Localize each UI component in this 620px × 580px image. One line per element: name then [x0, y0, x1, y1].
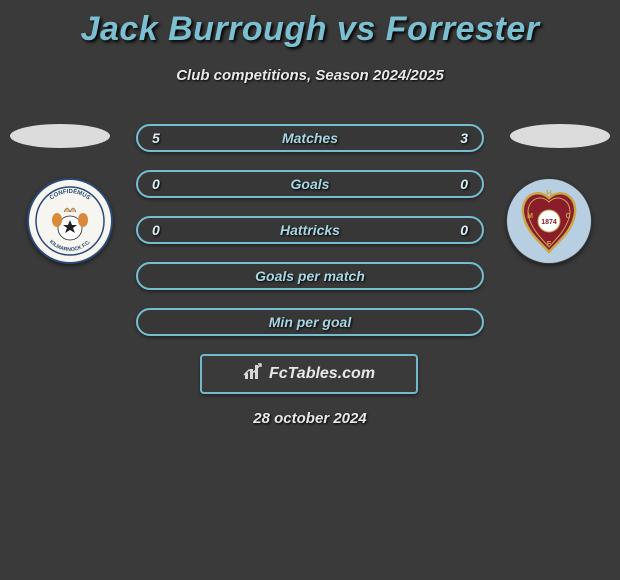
stat-row-matches: 5 Matches 3	[136, 124, 484, 152]
stat-row-mpg: Min per goal	[136, 308, 484, 336]
brand-box[interactable]: FcTables.com	[200, 354, 418, 394]
stat-row-gpm: Goals per match	[136, 262, 484, 290]
stat-row-goals: 0 Goals 0	[136, 170, 484, 198]
page-title: Jack Burrough vs Forrester	[0, 0, 620, 49]
date-label: 28 october 2024	[0, 410, 620, 427]
player-left-ellipse	[10, 124, 110, 148]
hearts-crest-icon: H M C F 1874	[506, 178, 592, 264]
svg-text:1874: 1874	[541, 219, 557, 226]
stat-label: Matches	[282, 130, 338, 146]
team-badge-right: H M C F 1874	[506, 178, 592, 264]
subtitle: Club competitions, Season 2024/2025	[0, 67, 620, 84]
brand-label: FcTables.com	[269, 365, 375, 383]
stat-right-value: 0	[448, 222, 468, 238]
brand-chart-icon	[243, 363, 265, 386]
stat-label: Min per goal	[269, 314, 351, 330]
stat-label: Goals per match	[255, 268, 365, 284]
player-right-ellipse	[510, 124, 610, 148]
stat-left-value: 0	[152, 222, 172, 238]
svg-text:M: M	[527, 213, 533, 220]
svg-text:F: F	[547, 241, 552, 248]
svg-text:C: C	[565, 213, 570, 220]
team-badge-left: CONFIDEMUS KILMARNOCK F.C.	[27, 178, 113, 264]
svg-text:H: H	[546, 189, 552, 198]
stat-label: Goals	[291, 176, 330, 192]
stat-label: Hattricks	[280, 222, 340, 238]
stat-left-value: 5	[152, 130, 172, 146]
stat-rows: 5 Matches 3 0 Goals 0 0 Hattricks 0 Goal…	[136, 124, 484, 354]
stat-right-value: 0	[448, 176, 468, 192]
stat-row-hattricks: 0 Hattricks 0	[136, 216, 484, 244]
stat-right-value: 3	[448, 130, 468, 146]
kilmarnock-crest-icon: CONFIDEMUS KILMARNOCK F.C.	[27, 178, 113, 264]
stat-left-value: 0	[152, 176, 172, 192]
